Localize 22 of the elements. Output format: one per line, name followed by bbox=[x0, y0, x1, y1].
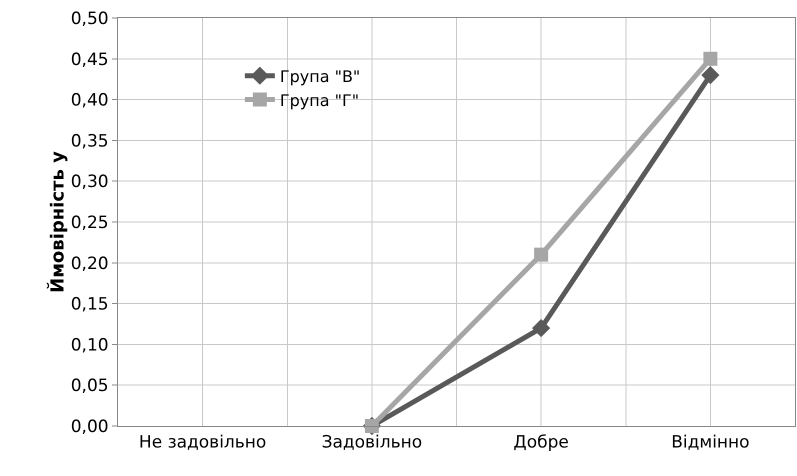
point bbox=[703, 52, 718, 66]
y-tick-label: 0,15 bbox=[70, 294, 109, 315]
legend-label: Група "Г" bbox=[280, 90, 360, 110]
x-tick-label: Відмінно bbox=[671, 432, 750, 452]
y-tick-label: 0,00 bbox=[70, 416, 109, 437]
point bbox=[701, 66, 720, 84]
x-tick-label: Добре bbox=[513, 432, 569, 452]
y-tick-label: 0,20 bbox=[70, 254, 109, 274]
y-tick-label: 0,50 bbox=[70, 8, 109, 29]
point bbox=[532, 318, 550, 338]
y-tick-label: 0,40 bbox=[70, 90, 109, 111]
point bbox=[534, 248, 548, 262]
legend-label: Група "В" bbox=[280, 66, 360, 86]
x-tick-label: Не задовільно bbox=[138, 432, 266, 452]
y-axis-title: Ймовірність у bbox=[46, 150, 69, 293]
y-tick-label: 0,35 bbox=[70, 131, 109, 152]
y-tick-label: 0,10 bbox=[70, 335, 109, 356]
y-tick-label: 0,05 bbox=[70, 376, 109, 396]
x-tick-label: Задовільно bbox=[322, 432, 422, 452]
y-tick-label: 0,45 bbox=[70, 50, 109, 70]
y-tick-label: 0,30 bbox=[70, 172, 109, 192]
y-tick-label: 0,25 bbox=[70, 212, 109, 233]
